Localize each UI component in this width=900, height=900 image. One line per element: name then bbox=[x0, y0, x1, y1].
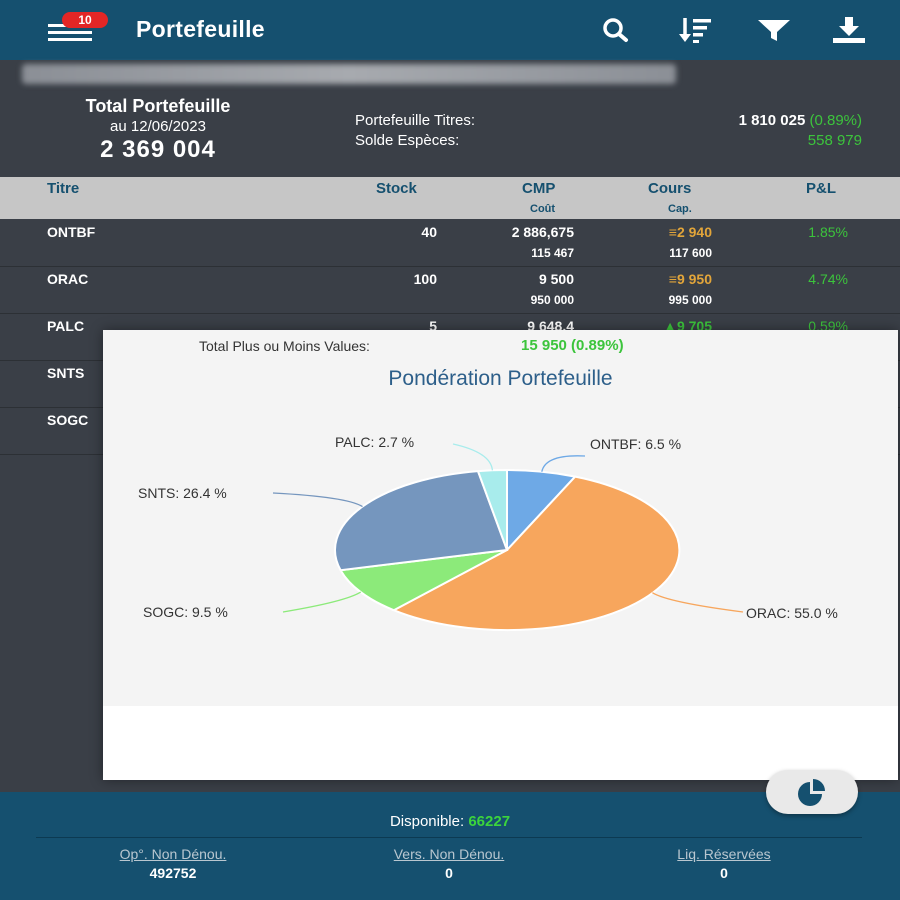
liq-reservees-link[interactable]: Liq. Réservées bbox=[677, 846, 771, 862]
row-titre: ORAC bbox=[47, 271, 89, 287]
titres-value: 1 810 025 bbox=[738, 112, 806, 129]
titres-value-group: 1 810 025 (0.89%) bbox=[739, 112, 862, 129]
download-button[interactable] bbox=[830, 14, 868, 46]
vers-non-denou-value: 0 bbox=[445, 865, 453, 881]
row-titre: PALC bbox=[47, 318, 85, 334]
row-cours-value: 9 950 bbox=[676, 271, 712, 287]
app-bar: 10 Portefeuille bbox=[0, 0, 900, 60]
disponible-value: 66227 bbox=[468, 813, 511, 830]
row-stock: 40 bbox=[421, 224, 437, 240]
pie-slice-sogc bbox=[338, 549, 508, 612]
page-title: Portefeuille bbox=[136, 16, 265, 42]
download-icon bbox=[833, 17, 865, 43]
op-non-denou-link[interactable]: Op°. Non Dénou. bbox=[119, 846, 227, 862]
column-cap: Cap. bbox=[668, 203, 692, 215]
row-pl: 4.74% bbox=[808, 271, 848, 287]
pie-label-palc: PALC: 2.7 % bbox=[335, 434, 414, 450]
pie-leader-line bbox=[541, 455, 586, 472]
chart-toggle-button[interactable] bbox=[766, 770, 858, 814]
titres-change: (0.89%) bbox=[809, 112, 862, 129]
menu-icon-line bbox=[48, 31, 92, 34]
total-value: 2 369 004 bbox=[100, 136, 216, 163]
column-cout: Coût bbox=[530, 203, 556, 215]
weighting-popup: Total Plus ou Moins Values: 15 950 (0.89… bbox=[103, 330, 898, 780]
especes-label: Solde Espèces: bbox=[355, 132, 460, 149]
row-titre: SOGC bbox=[47, 412, 89, 428]
column-cmp[interactable]: CMP bbox=[522, 180, 556, 197]
pie-label-ontbf: ONTBF: 6.5 % bbox=[590, 436, 681, 452]
divider bbox=[36, 837, 862, 838]
account-info-blurred bbox=[22, 64, 676, 84]
table-row[interactable]: ONTBF 40 2 886,675 115 467 ≡2 940 117 60… bbox=[0, 220, 900, 267]
pie-leader-line bbox=[652, 592, 744, 613]
row-cap: 117 600 bbox=[669, 246, 712, 260]
vers-non-denou: Vers. Non Dénou. 0 bbox=[329, 846, 569, 881]
row-cours-value: 2 940 bbox=[676, 224, 712, 240]
row-stock: 100 bbox=[413, 271, 437, 287]
table-row[interactable]: ORAC 100 9 500 950 000 ≡9 950 995 000 4.… bbox=[0, 267, 900, 314]
row-titre: SNTS bbox=[47, 365, 85, 381]
pie-label-orac: ORAC: 55.0 % bbox=[746, 605, 838, 621]
table-header: Titre Stock CMP Coût Cours Cap. P&L bbox=[0, 177, 900, 219]
liq-reservees-value: 0 bbox=[720, 865, 728, 881]
op-non-denou-value: 492752 bbox=[149, 865, 197, 881]
pv-label: Total Plus ou Moins Values: bbox=[199, 338, 370, 354]
pie-leader-line bbox=[282, 591, 362, 613]
row-cap: 995 000 bbox=[668, 293, 712, 307]
chart-title: Pondération Portefeuille bbox=[388, 367, 613, 390]
row-stock: 5 bbox=[429, 318, 437, 334]
row-pl: 1.85% bbox=[808, 224, 848, 240]
pie-label-sogc: SOGC: 9.5 % bbox=[143, 604, 228, 620]
pie-leader-line bbox=[452, 443, 494, 471]
flat-trend-icon: ≡ bbox=[668, 224, 677, 240]
row-cours: ≡2 940 bbox=[669, 224, 712, 240]
row-cout: 950 000 bbox=[530, 293, 574, 307]
search-icon bbox=[603, 18, 628, 42]
column-stock[interactable]: Stock bbox=[376, 180, 417, 197]
vers-non-denou-link[interactable]: Vers. Non Dénou. bbox=[393, 846, 505, 862]
notification-badge: 10 bbox=[62, 12, 108, 28]
bottom-bar: Disponible: 66227 Op°. Non Dénou. 492752… bbox=[0, 792, 900, 900]
row-cmp: 2 886,675 bbox=[511, 224, 574, 240]
search-button[interactable] bbox=[596, 14, 634, 46]
pie-leader-line bbox=[272, 492, 363, 508]
titres-label: Portefeuille Titres: bbox=[355, 112, 476, 129]
liq-reservees: Liq. Réservées 0 bbox=[604, 846, 844, 881]
filter-icon bbox=[758, 20, 790, 41]
sort-button[interactable] bbox=[676, 14, 714, 46]
especes-value: 558 979 bbox=[807, 132, 862, 149]
op-non-denou: Op°. Non Dénou. 492752 bbox=[53, 846, 293, 881]
disponible-label: Disponible: bbox=[389, 813, 465, 830]
row-cours: ≡9 950 bbox=[669, 271, 712, 287]
filter-button[interactable] bbox=[755, 14, 793, 46]
total-date: au 12/06/2023 bbox=[110, 118, 206, 135]
pie-chart-icon bbox=[798, 779, 825, 806]
sort-icon bbox=[679, 18, 711, 43]
total-title: Total Portefeuille bbox=[85, 96, 231, 116]
column-pl[interactable]: P&L bbox=[806, 180, 836, 197]
pie-chart: ONTBF: 6.5 % ORAC: 55.0 % SOGC: 9.5 % SNTS:… bbox=[138, 434, 838, 632]
flat-trend-icon: ≡ bbox=[668, 271, 677, 287]
row-cout: 115 467 bbox=[531, 246, 574, 260]
pv-value: 15 950 (0.89%) bbox=[521, 337, 624, 354]
pie-label-snts: SNTS: 26.4 % bbox=[138, 485, 227, 501]
row-cmp: 9 500 bbox=[538, 271, 574, 287]
row-titre: ONTBF bbox=[47, 224, 96, 240]
column-cours[interactable]: Cours bbox=[648, 180, 692, 197]
disponible: Disponible: 66227 bbox=[0, 813, 900, 830]
menu-icon-line bbox=[48, 38, 92, 41]
chart-area: Total Plus ou Moins Values: 15 950 (0.89… bbox=[103, 330, 898, 706]
pie-slice-snts bbox=[334, 470, 509, 572]
menu-button[interactable]: 10 bbox=[48, 12, 108, 44]
column-titre[interactable]: Titre bbox=[47, 180, 80, 197]
